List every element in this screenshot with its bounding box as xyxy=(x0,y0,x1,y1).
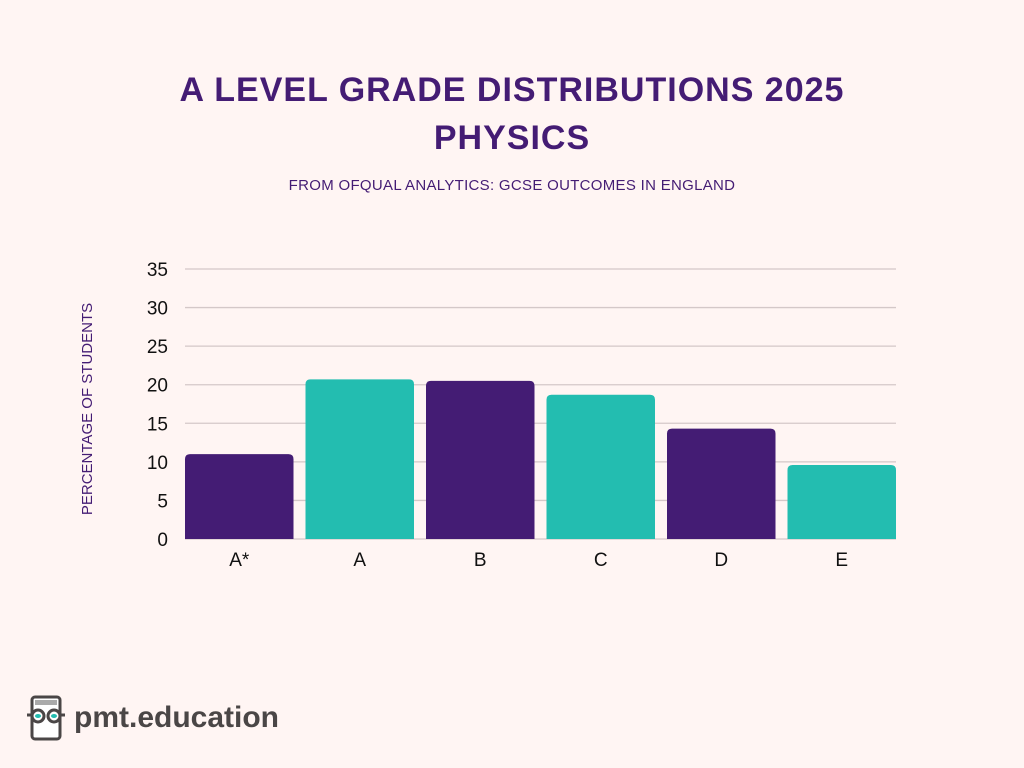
x-tick-label: C xyxy=(594,550,608,571)
x-tick-label: E xyxy=(835,550,848,571)
chart-subtitle: FROM OFQUAL ANALYTICS: GCSE OUTCOMES IN … xyxy=(288,177,736,194)
y-tick-label: 15 xyxy=(147,414,168,435)
x-tick-label: B xyxy=(474,550,487,571)
y-tick-label: 20 xyxy=(147,376,168,397)
y-tick-label: 0 xyxy=(157,530,168,551)
bar-E xyxy=(787,464,896,539)
y-tick-label: 10 xyxy=(147,453,168,474)
bar-D xyxy=(667,428,776,539)
y-axis-label: PERCENTAGE OF STUDENTS xyxy=(79,303,96,515)
x-tick-label: A xyxy=(353,550,366,571)
book-with-glasses-icon xyxy=(27,695,65,741)
pmt-logo: pmt.education xyxy=(26,695,279,741)
bar-A xyxy=(305,379,414,539)
logo-text: pmt.education xyxy=(74,701,280,734)
chart-title: A LEVEL GRADE DISTRIBUTIONS 2025 xyxy=(179,71,845,109)
y-tick-label: 25 xyxy=(147,337,168,358)
x-tick-label: D xyxy=(714,550,728,571)
x-tick-label: A* xyxy=(229,550,250,571)
bar-A* xyxy=(185,454,294,539)
chart-title-subject: PHYSICS xyxy=(433,119,591,157)
y-tick-label: 5 xyxy=(157,491,168,512)
y-tick-label: 30 xyxy=(147,299,168,320)
bar-C xyxy=(546,394,655,539)
y-tick-label: 35 xyxy=(147,260,168,281)
bar-B xyxy=(426,380,535,539)
